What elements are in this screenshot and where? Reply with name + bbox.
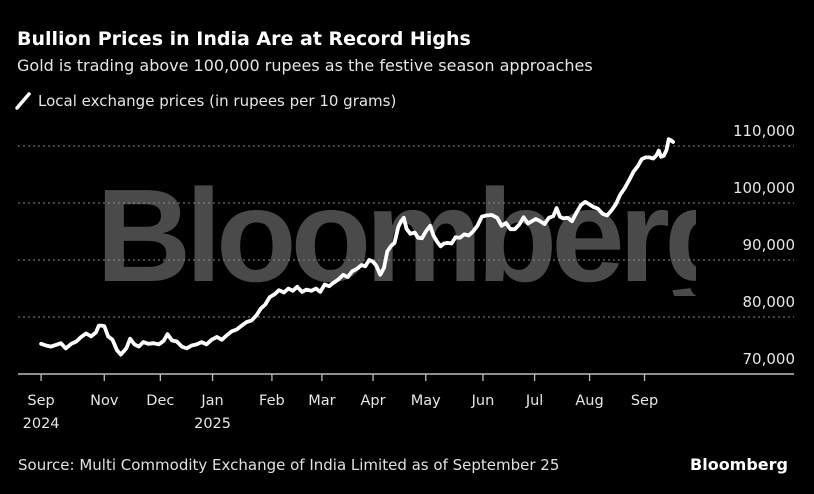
legend-label: Local exchange prices (in rupees per 10 … — [38, 92, 397, 110]
y-tick-label: 100,000 — [733, 179, 795, 197]
legend-line-icon — [15, 92, 31, 110]
x-tick-label: Apr — [360, 393, 385, 409]
source-note: Source: Multi Commodity Exchange of Indi… — [18, 456, 560, 474]
y-tick-label: 80,000 — [743, 293, 796, 311]
bloomberg-logo: Bloomberg — [690, 455, 788, 474]
x-tick-label: Nov — [90, 393, 119, 409]
x-tick-label: Jul — [525, 393, 544, 409]
y-tick-label: 90,000 — [743, 236, 796, 254]
gridlines — [18, 145, 794, 318]
legend: Local exchange prices (in rupees per 10 … — [14, 92, 396, 110]
y-tick-label: 70,000 — [743, 350, 796, 368]
chart-title: Bullion Prices in India Are at Record Hi… — [17, 28, 471, 50]
x-tick-label: Mar — [308, 393, 335, 409]
y-axis-labels: 70,000 80,000 90,000 100,000 110,000 — [733, 122, 795, 368]
x-tick-year-label: 2025 — [194, 416, 231, 432]
x-tick-year-label: 2024 — [23, 416, 60, 432]
x-tick-label: Feb — [259, 393, 285, 409]
x-tick-label: Jan — [200, 393, 223, 409]
y-tick-label: 110,000 — [733, 122, 795, 140]
x-tick-label: Dec — [146, 393, 174, 409]
x-tick-label: Jun — [471, 393, 495, 409]
x-tick-label: Sep — [27, 393, 54, 409]
x-tick-label: Sep — [631, 393, 658, 409]
x-axis-ticks: Sep 2024 Nov Dec Jan 2025 Feb Mar Apr May Jun Jul Au… — [23, 374, 658, 432]
chart-subtitle: Gold is trading above 100,000 rupees as … — [17, 56, 593, 75]
series-line-local-exchange-prices — [39, 137, 675, 357]
x-tick-label: Aug — [575, 393, 603, 409]
x-tick-label: May — [411, 393, 441, 409]
